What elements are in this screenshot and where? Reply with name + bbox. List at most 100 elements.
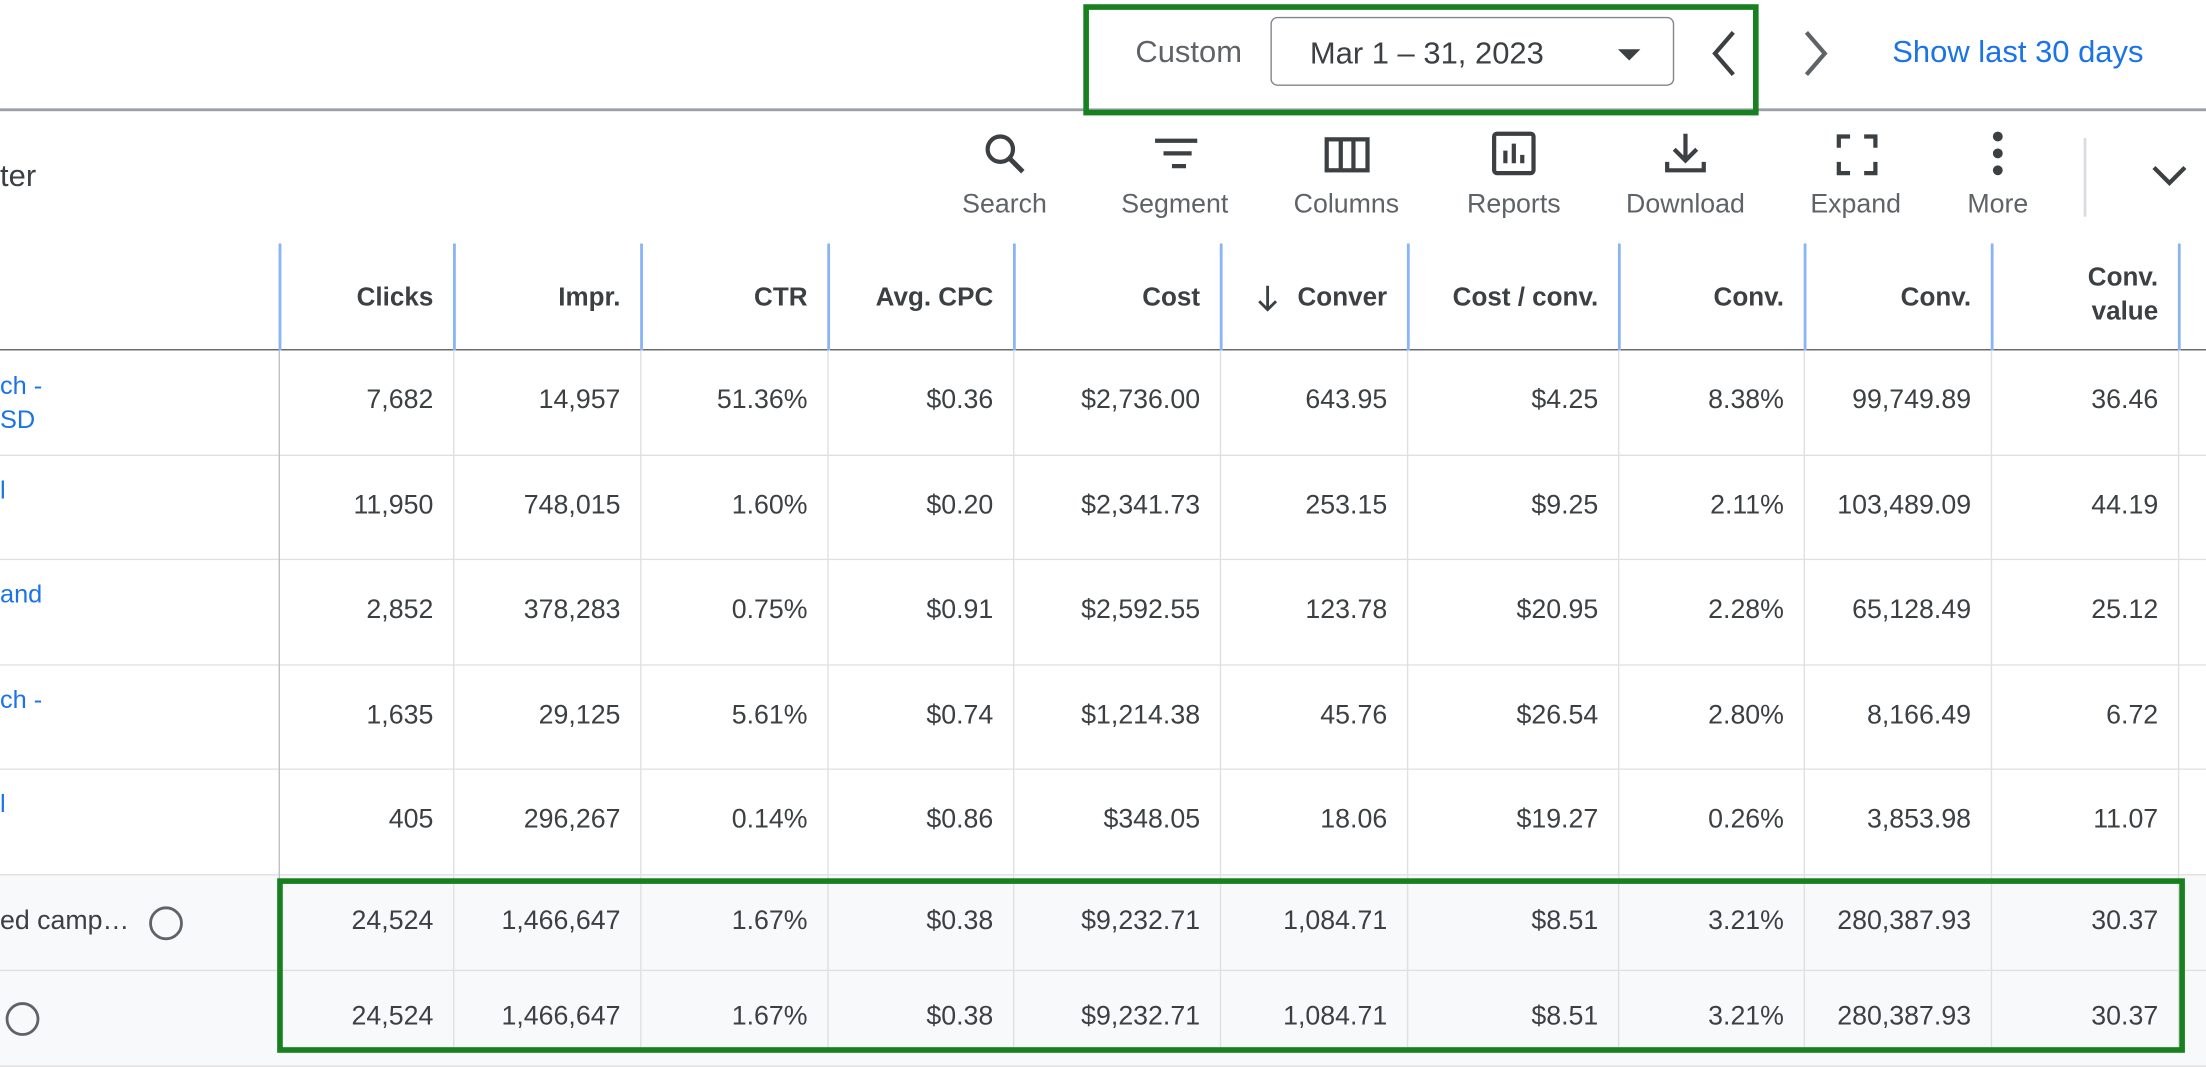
cell-value: $2,592.55 <box>1081 595 1201 626</box>
header-separator <box>2177 243 2180 351</box>
table-row <box>0 665 2206 770</box>
column-header[interactable]: Conv. rate <box>1713 281 1784 317</box>
header-separator <box>1990 243 1993 351</box>
cell-value: 65,128.49 <box>1852 595 1972 626</box>
toolbar-action[interactable]: More <box>1967 190 2029 220</box>
cell-value: $20.95 <box>1516 595 1599 626</box>
cell-value: 123.78 <box>1305 595 1388 626</box>
cell-value: $9,232.71 <box>1081 1002 1201 1032</box>
column-header[interactable]: Clicks <box>356 281 434 312</box>
cell-value: 25.12 <box>2091 595 2159 626</box>
columns-icon <box>1324 137 1370 173</box>
highlight-box <box>1083 4 1759 116</box>
cell-value: $0.74 <box>926 700 994 731</box>
toolbar-action[interactable]: Expand <box>1810 190 1902 220</box>
download-icon <box>1665 133 1706 173</box>
cell-value: 1.67% <box>731 1002 808 1032</box>
campaign-name[interactable]: ch - <box>0 684 43 713</box>
column-line <box>827 350 829 1050</box>
column-line <box>453 350 455 1050</box>
cell-value: 5.61% <box>731 700 808 731</box>
toolbar-action[interactable]: Download <box>1626 190 1745 220</box>
column-header[interactable]: Avg. CPC <box>875 281 994 312</box>
header-separator <box>640 243 643 351</box>
cell-value: $9.25 <box>1531 490 1599 521</box>
cell-value: 1,466,647 <box>501 1002 621 1032</box>
next-button[interactable] <box>1798 28 1835 79</box>
cell-value: 14,957 <box>538 386 621 416</box>
cell-value: 0.14% <box>731 805 808 835</box>
cell-value: 99,749.89 <box>1852 386 1972 416</box>
top-divider <box>0 108 2206 112</box>
campaign-name[interactable]: ch - SD <box>0 371 43 434</box>
campaign-name[interactable]: l <box>0 789 6 818</box>
collapse-chevron[interactable] <box>2150 163 2189 188</box>
help-icon[interactable] <box>5 1002 40 1036</box>
cell-value: 405 <box>388 805 434 835</box>
more-icon <box>1992 131 2003 176</box>
cell-value: 3,853.98 <box>1867 805 1972 835</box>
cell-value: $0.20 <box>926 490 994 521</box>
cell-value: 296,267 <box>523 805 621 835</box>
cell-value: 3.21% <box>1708 1002 1784 1032</box>
column-header[interactable]: Impr. <box>558 281 621 312</box>
column-header[interactable]: Cost <box>1142 281 1201 312</box>
column-line <box>1803 350 1806 1050</box>
filter-text: ter <box>0 157 37 193</box>
dropdown-arrow <box>1617 49 1641 61</box>
toolbar-action[interactable]: Search <box>962 190 1047 220</box>
column-line <box>1219 350 1222 1050</box>
cell-value: 103,489.09 <box>1837 490 1972 521</box>
cell-value: 8,166.49 <box>1867 700 1972 731</box>
column-header[interactable]: Conver <box>1297 281 1388 312</box>
cell-value: 8.38% <box>1708 386 1784 416</box>
header-separator <box>278 243 281 351</box>
cell-value: 0.75% <box>731 595 808 626</box>
cell-value: 30.37 <box>2091 906 2159 936</box>
cell-value: 1,635 <box>366 700 434 731</box>
campaign-name[interactable]: l <box>0 475 6 504</box>
table-row <box>0 350 2206 456</box>
prev-button[interactable] <box>1705 28 1742 79</box>
toolbar-action[interactable]: Segment <box>1121 190 1229 220</box>
column-header[interactable]: CTR <box>754 281 808 312</box>
column-header[interactable]: Conv. value <box>1900 281 1972 317</box>
cell-value: 1,466,647 <box>501 906 621 936</box>
header-separator <box>1012 243 1016 351</box>
cell-value: 2.11% <box>1710 490 1784 521</box>
cell-value: $0.36 <box>926 386 994 416</box>
custom-label: Custom <box>1135 33 1243 69</box>
column-line <box>1617 350 1620 1050</box>
cell-value: 44.19 <box>2091 490 2159 521</box>
expand-icon <box>1836 134 1878 176</box>
cell-value: 253.15 <box>1305 490 1388 521</box>
cell-value: 24,524 <box>351 906 434 936</box>
column-line <box>1012 350 1015 1050</box>
date-dropdown[interactable]: Mar 1 – 31, 2023 <box>1270 16 1675 86</box>
toolbar-action[interactable]: Reports <box>1467 190 1561 220</box>
campaign-name[interactable]: and <box>0 579 43 609</box>
column-header[interactable]: Cost / conv. <box>1452 281 1599 312</box>
cell-value: $1,214.38 <box>1081 700 1201 731</box>
column-line <box>640 350 642 1050</box>
cell-value: 24,524 <box>351 1002 434 1032</box>
header-separator <box>1803 243 1806 351</box>
header-separator <box>827 243 830 351</box>
cell-value: $0.86 <box>926 805 994 835</box>
column-line <box>278 350 280 1050</box>
show-last-link[interactable]: Show last 30 days <box>1892 33 2144 69</box>
table-row <box>0 769 2206 875</box>
header-separator <box>453 243 456 351</box>
column-header[interactable]: Conv. value / cost <box>2087 261 2159 331</box>
header-separator <box>1617 243 1621 351</box>
cell-value: $9,232.71 <box>1081 906 1201 936</box>
totals-highlight <box>277 878 2185 1053</box>
help-icon[interactable] <box>149 906 183 941</box>
date-range: Mar 1 – 31, 2023 <box>1309 35 1544 71</box>
toolbar-divider <box>2083 137 2087 217</box>
total-row <box>0 875 2206 972</box>
toolbar-action[interactable]: Columns <box>1293 190 1400 220</box>
header-separator <box>1406 243 1410 351</box>
cell-value: 51.36% <box>716 386 808 416</box>
